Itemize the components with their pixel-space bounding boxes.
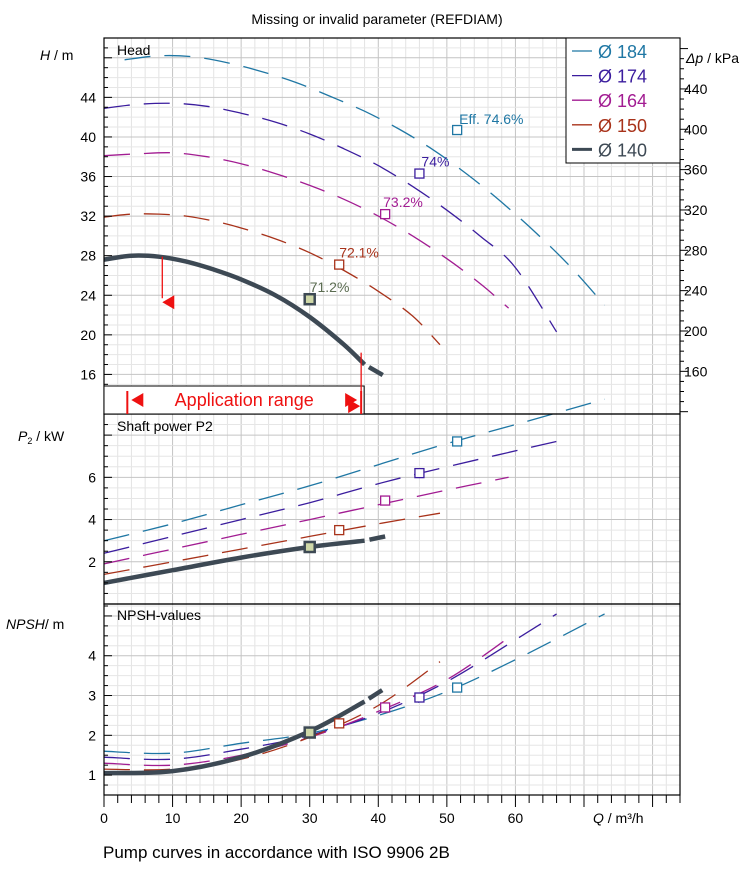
range-marker-right-arrow xyxy=(348,399,361,414)
curve-head-5 xyxy=(103,253,367,367)
x-tick-label: 60 xyxy=(508,810,524,826)
x-axis-label: Q / m³/h xyxy=(593,810,644,826)
y-tick-label: 40 xyxy=(80,129,96,145)
y-axis-label-npsh: NPSH/ m xyxy=(6,616,64,632)
efficiency-label: 73.2% xyxy=(383,194,423,210)
efficiency-label: 74% xyxy=(421,154,449,170)
y-tick-label: 20 xyxy=(80,327,96,343)
x-tick-label: 30 xyxy=(302,810,318,826)
x-tick-label: 10 xyxy=(165,810,181,826)
curve-power-3 xyxy=(103,476,509,565)
legend-entry: Ø 184 xyxy=(598,42,647,62)
efficiency-label: 71.2% xyxy=(310,279,350,295)
operating-point-marker xyxy=(451,124,463,136)
operating-point-marker xyxy=(379,208,391,220)
curve-npsh-3 xyxy=(103,637,509,767)
y-tick-label: 28 xyxy=(80,248,96,264)
legend-entry: Ø 150 xyxy=(598,116,647,136)
operating-point-marker xyxy=(414,467,425,479)
curve-power-5 xyxy=(103,538,365,586)
application-range-label: Application range xyxy=(175,390,314,410)
range-marker-left-arrow xyxy=(162,295,175,310)
y2-tick-label: 440 xyxy=(684,81,708,97)
y2-tick-label: 280 xyxy=(684,242,708,258)
y-tick-label: 2 xyxy=(88,727,96,743)
curve-head-3 xyxy=(103,152,510,309)
panel-title-head: Head xyxy=(117,42,150,58)
legend-entry: Ø 140 xyxy=(598,140,647,160)
y-tick-label: 36 xyxy=(80,169,96,185)
efficiency-label: 72.1% xyxy=(339,245,379,261)
application-range-box xyxy=(103,385,365,415)
operating-point-marker xyxy=(451,682,463,693)
operating-point-marker xyxy=(414,168,425,179)
curve-power-2 xyxy=(103,440,557,554)
y2-tick-label: 160 xyxy=(684,363,708,379)
y-tick-label: 3 xyxy=(88,688,96,704)
curve-npsh-4 xyxy=(103,661,441,771)
operating-point-marker xyxy=(379,702,391,713)
y-tick-label: 4 xyxy=(88,512,96,528)
curve-head-1 xyxy=(124,54,606,306)
y2-tick-label: 200 xyxy=(684,323,708,339)
y-tick-label: 4 xyxy=(88,648,96,664)
y-tick-label: 1 xyxy=(88,767,96,783)
operating-point-marker xyxy=(451,436,463,447)
x-tick-label: 50 xyxy=(439,810,455,826)
curve-tail-npsh xyxy=(363,679,397,704)
y-tick-label: 24 xyxy=(80,287,96,303)
operating-point-marker xyxy=(379,495,391,506)
y2-tick-label: 400 xyxy=(684,121,708,137)
x-tick-label: 40 xyxy=(370,810,386,826)
curve-tail-head xyxy=(363,362,397,385)
y-tick-label: 44 xyxy=(80,89,96,105)
curve-tail-power xyxy=(364,532,396,543)
chart-header-title: Missing or invalid parameter (REFDIAM) xyxy=(251,11,502,27)
curve-npsh-5 xyxy=(103,699,366,776)
y2-tick-label: 360 xyxy=(684,162,708,178)
application-range-left-arrow xyxy=(131,393,144,407)
y2-tick-label: 320 xyxy=(684,202,708,218)
operating-point-marker xyxy=(303,292,316,306)
y-tick-label: 16 xyxy=(80,366,96,382)
efficiency-label: Eff. 74.6% xyxy=(459,111,523,127)
operating-point-marker xyxy=(334,524,345,536)
curve-power-1 xyxy=(103,398,605,542)
y2-tick-label: 240 xyxy=(684,283,708,299)
legend-entry: Ø 164 xyxy=(598,91,647,111)
panel-title-npsh: NPSH-values xyxy=(117,607,201,623)
y-axis-label-power: P2 / kW xyxy=(18,428,65,446)
operating-point-marker xyxy=(334,259,345,270)
chart-footer-caption: Pump curves in accordance with ISO 9906 … xyxy=(103,843,450,862)
curve-npsh-2 xyxy=(103,613,557,761)
y-tick-label: 2 xyxy=(88,554,96,570)
operating-point-marker xyxy=(414,692,425,703)
y-axis-label-head: H / m xyxy=(40,47,73,63)
y-tick-label: 6 xyxy=(88,469,96,485)
curve-head-2 xyxy=(103,102,558,333)
operating-point-marker xyxy=(303,726,316,739)
curve-head-4 xyxy=(103,213,441,346)
y-tick-label: 32 xyxy=(80,208,96,224)
x-tick-label: 20 xyxy=(233,810,249,826)
panel-title-power: Shaft power P2 xyxy=(117,418,213,434)
y2-axis-label: Δp / kPa xyxy=(685,50,739,66)
operating-point-marker xyxy=(334,718,345,729)
x-tick-label: 0 xyxy=(100,810,108,826)
curve-power-4 xyxy=(103,512,441,576)
operating-point-marker xyxy=(303,540,316,554)
legend-entry: Ø 174 xyxy=(598,67,647,87)
